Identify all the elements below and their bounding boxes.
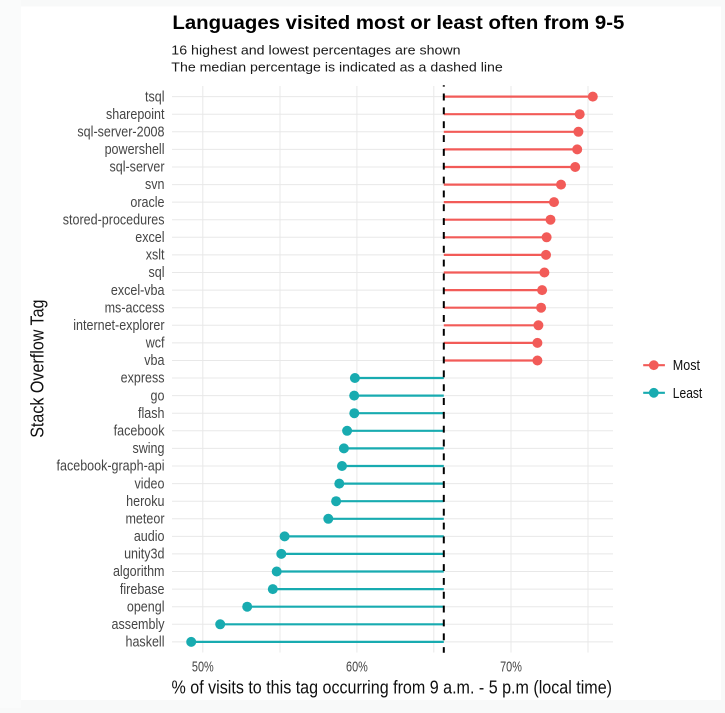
svg-text:ms-access: ms-access — [105, 300, 165, 316]
svg-text:sql-server-2008: sql-server-2008 — [77, 124, 164, 140]
svg-text:Least: Least — [673, 386, 703, 402]
svg-text:video: video — [135, 475, 165, 491]
svg-text:sql: sql — [148, 264, 164, 280]
svg-text:assembly: assembly — [112, 616, 165, 632]
svg-text:16 highest and lowest percenta: 16 highest and lowest percentages are sh… — [171, 42, 460, 57]
svg-text:Most: Most — [673, 358, 700, 374]
svg-text:% of visits to this tag occurr: % of visits to this tag occurring from 9… — [172, 677, 613, 697]
svg-text:heroku: heroku — [126, 493, 164, 509]
svg-text:svn: svn — [145, 176, 165, 192]
svg-text:sql-server: sql-server — [109, 159, 164, 175]
svg-text:go: go — [151, 387, 165, 403]
svg-text:haskell: haskell — [125, 634, 164, 650]
svg-text:70%: 70% — [500, 658, 522, 675]
svg-text:opengl: opengl — [127, 599, 165, 615]
svg-text:oracle: oracle — [130, 194, 164, 210]
svg-text:unity3d: unity3d — [124, 546, 164, 562]
svg-text:facebook-graph-api: facebook-graph-api — [56, 458, 164, 474]
svg-text:excel: excel — [135, 229, 164, 245]
svg-text:audio: audio — [134, 528, 165, 544]
svg-text:wcf: wcf — [145, 335, 165, 351]
svg-text:express: express — [121, 370, 165, 386]
svg-text:meteor: meteor — [125, 511, 164, 527]
svg-text:xslt: xslt — [146, 247, 165, 263]
svg-text:sharepoint: sharepoint — [106, 106, 165, 122]
svg-text:tsql: tsql — [145, 88, 165, 104]
svg-text:flash: flash — [138, 405, 164, 421]
svg-text:Languages visited most or leas: Languages visited most or least often fr… — [172, 13, 624, 34]
svg-text:internet-explorer: internet-explorer — [73, 317, 165, 333]
svg-text:swing: swing — [132, 440, 164, 456]
svg-text:facebook: facebook — [114, 423, 165, 439]
svg-text:firebase: firebase — [120, 581, 165, 597]
svg-text:50%: 50% — [192, 658, 214, 675]
svg-text:60%: 60% — [346, 658, 368, 675]
svg-text:vba: vba — [144, 352, 165, 368]
svg-text:Stack Overflow Tag: Stack Overflow Tag — [28, 300, 48, 438]
svg-text:algorithm: algorithm — [113, 563, 165, 579]
svg-text:The median percentage is indic: The median percentage is indicated as a … — [171, 60, 503, 75]
svg-text:powershell: powershell — [105, 141, 165, 157]
svg-text:stored-procedures: stored-procedures — [63, 212, 165, 228]
svg-text:excel-vba: excel-vba — [111, 282, 165, 298]
